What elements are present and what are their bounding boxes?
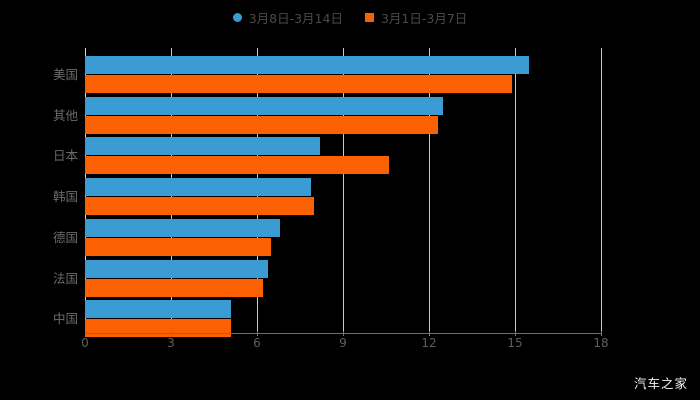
gridline-9: [343, 48, 344, 333]
bar-group: [85, 137, 601, 175]
x-tick-label-15: 15: [507, 336, 523, 350]
bar-current[interactable]: [85, 137, 321, 156]
bar-previous[interactable]: [85, 319, 232, 338]
plot-area: [85, 48, 602, 338]
bar-group: [85, 56, 601, 94]
x-tick-label-12: 12: [421, 336, 437, 350]
y-axis-label-2: 日本: [52, 148, 78, 164]
gridline-18: [601, 48, 602, 333]
y-axis-label-0: 美国: [52, 67, 78, 82]
bar-current[interactable]: [85, 300, 232, 319]
bar-current[interactable]: [85, 56, 530, 74]
y-axis-label-1: 其他: [52, 107, 78, 123]
x-tick-mark-6: [257, 331, 258, 336]
gridline-15: [515, 48, 516, 333]
legend-item-label-1: 3月1日-3月7日: [380, 11, 468, 26]
bar-previous[interactable]: [85, 115, 438, 134]
bar-group: [85, 300, 601, 338]
legend-item-1[interactable]: 3月1日-3月7日: [364, 8, 468, 27]
bar-previous[interactable]: [85, 156, 389, 175]
x-tick-mark-18: [601, 331, 602, 336]
gridline-12: [429, 48, 430, 333]
chart-legend: 3月8日-3月14日 3月1日-3月7日: [0, 8, 700, 27]
bar-current[interactable]: [85, 218, 280, 237]
bar-group: [85, 259, 601, 298]
y-axis-label-4: 德国: [52, 229, 78, 245]
x-tick-label-18: 18: [593, 336, 609, 350]
bar-current[interactable]: [85, 96, 444, 115]
bar-previous[interactable]: [85, 237, 272, 256]
x-tick-mark-15: [515, 331, 516, 336]
bar-previous[interactable]: [85, 75, 513, 93]
bar-group: [85, 178, 601, 216]
square-marker-icon: [364, 13, 374, 22]
y-axis-label-3: 韩国: [52, 189, 78, 205]
bar-rows: [85, 48, 601, 338]
bar-group: [85, 218, 601, 257]
bar-previous[interactable]: [85, 197, 315, 216]
legend-item-0[interactable]: 3月8日-3月14日: [232, 8, 343, 27]
bar-group: [85, 96, 601, 135]
x-tick-mark-3: [171, 331, 172, 336]
x-tick-label-6: 6: [253, 336, 261, 350]
bar-current[interactable]: [85, 259, 269, 278]
watermark: 汽车之家: [633, 376, 688, 391]
circle-marker-icon: [232, 13, 242, 22]
x-tick-mark-0: [85, 331, 86, 336]
bar-current[interactable]: [85, 178, 312, 197]
x-tick-label-3: 3: [167, 336, 175, 350]
y-axis-category-labels: 美国其他日本韩国德国法国中国: [0, 48, 78, 333]
x-tick-label-0: 0: [81, 336, 89, 350]
x-tick-label-9: 9: [339, 336, 347, 350]
y-axis-label-6: 中国: [52, 311, 78, 327]
x-tick-mark-12: [429, 331, 430, 336]
y-axis-label-5: 法国: [52, 270, 78, 286]
bar-previous[interactable]: [85, 278, 263, 297]
x-axis-tick-labels: 0 3 6 9 12 15 18: [81, 331, 609, 356]
x-tick-mark-9: [343, 331, 344, 336]
legend-item-label-0: 3月8日-3月14日: [248, 11, 343, 26]
